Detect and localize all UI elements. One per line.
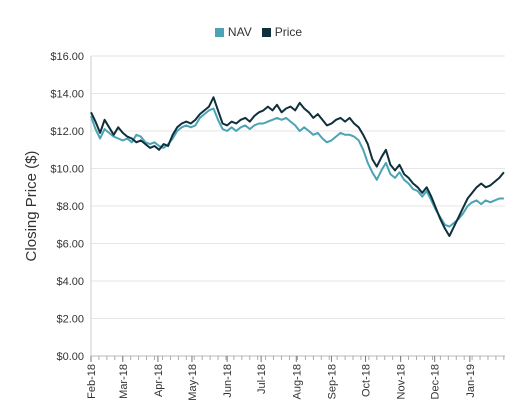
y-tick-label: $16.00 [50,51,84,63]
x-tick-label: Mar-18 [118,364,130,399]
y-tick-label: $0.00 [56,351,84,363]
x-tick-label: Jul-18 [256,364,268,394]
series-lines [90,96,505,237]
series-line-nav[interactable] [90,107,504,228]
y-tick-label: $10.00 [50,164,84,176]
x-tick-label: Dec-18 [430,364,442,399]
y-tick-label: $8.00 [56,201,84,213]
x-tick-label: Apr-18 [153,364,165,397]
x-tick-label: Aug-18 [291,364,303,399]
x-tick-label: Oct-18 [360,364,372,397]
y-axis-ticks: $0.00 $2.00 $4.00 $6.00 $8.00 $10.00 $12.00 $14… [50,51,84,363]
x-tick-label: Sep-18 [326,364,338,399]
legend-swatch-nav [214,27,224,37]
y-tick-label: $6.00 [56,239,84,251]
x-axis-ticks: Feb-18 Mar-18 Apr-18 May-18 Jun-18 Jul-18 Aug-… [86,356,505,401]
legend-swatch-price [261,27,271,37]
legend-item-price[interactable]: Price [261,25,303,39]
legend-label-nav: NAV [227,25,252,39]
legend-label-price: Price [274,25,303,39]
x-tick-label: Nov-18 [396,364,408,399]
y-tick-label: $12.00 [50,126,84,138]
y-tick-label: $14.00 [50,89,84,101]
x-tick-label: Feb-18 [86,364,98,399]
x-tick-label: Jan-19 [465,364,477,398]
y-axis-title: Closing Price ($) [23,151,40,262]
y-tick-label: $2.00 [56,314,84,326]
x-tick-label: Jun-18 [222,364,234,398]
series-line-price[interactable] [90,96,505,237]
legend-item-nav[interactable]: NAV [214,25,252,39]
y-tick-label: $4.00 [56,276,84,288]
x-tick-label: May-18 [187,364,199,401]
gridlines [90,55,505,357]
legend: NAV Price [0,25,517,39]
